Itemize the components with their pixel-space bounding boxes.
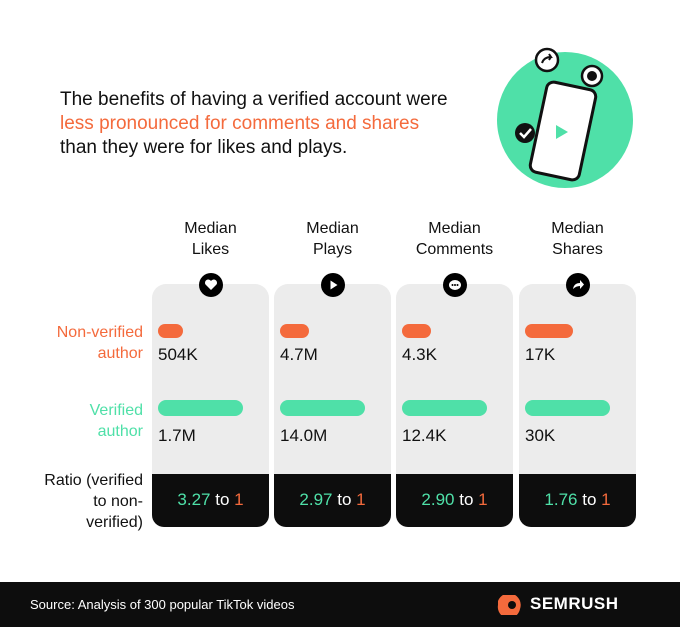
value-label: 4.3K (402, 345, 437, 364)
icon (442, 273, 467, 297)
brand: SEMRUSH (530, 594, 619, 613)
bar (158, 324, 184, 338)
ratio-value: 2.97 (299, 490, 333, 509)
ratio-cell: 2.97 to 1 (274, 474, 391, 527)
ratio-connector: to (215, 490, 230, 509)
title-highlight: less pronounced for comments and shares (60, 113, 420, 134)
ratio-text: 2.90 to 1 (396, 490, 513, 510)
value-label: 17K (525, 345, 556, 364)
ratio-text: 2.97 to 1 (274, 490, 391, 510)
ratio-base: 1 (478, 490, 488, 509)
ratio-value: 2.90 (421, 490, 455, 509)
value-label: 12.4K (402, 426, 447, 445)
icon (320, 273, 345, 297)
brand-logo (497, 595, 521, 615)
ratio-base: 1 (356, 490, 366, 509)
category-label: Median Shares (551, 220, 604, 258)
category-label: Median Plays (306, 220, 359, 258)
card (152, 284, 269, 474)
ratio-connector: to (337, 490, 352, 509)
ratio-base: 1 (234, 490, 244, 509)
ratio-text: 3.27 to 1 (152, 490, 269, 510)
footer: Source: Analysis of 300 popular TikTok v… (0, 582, 680, 627)
illustration (497, 47, 633, 188)
source: Source: Analysis of 300 popular TikTok v… (30, 597, 295, 612)
bar (158, 400, 243, 416)
bar (402, 400, 487, 416)
icon (565, 273, 590, 297)
value-label: 14.0M (280, 426, 328, 445)
bar (525, 400, 610, 416)
icon (198, 273, 223, 297)
ratio-connector: to (459, 490, 474, 509)
ratio-title: Ratio (verified to non-verified) (44, 472, 143, 531)
ratio-value: 1.76 (544, 490, 578, 509)
ratio-base: 1 (601, 490, 611, 509)
ratio-cell: 2.90 to 1 (396, 474, 513, 527)
bar (280, 324, 309, 338)
title: The benefits of having a verified accoun… (60, 88, 448, 160)
ratio-connector: to (582, 490, 597, 509)
value-label: 30K (525, 426, 556, 445)
ratio-cell: 3.27 to 1 (152, 474, 269, 527)
ratio-cell: 1.76 to 1 (519, 474, 636, 527)
card (396, 284, 513, 474)
bar (525, 324, 574, 338)
category-label: Median Likes (184, 220, 237, 258)
legend-label: Verified author (89, 402, 143, 440)
card (274, 284, 391, 474)
ratio-value: 3.27 (177, 490, 211, 509)
value-label: 1.7M (158, 426, 196, 445)
ratio-text: 1.76 to 1 (519, 490, 636, 510)
title-line: than they were for likes and plays. (60, 137, 348, 158)
category-label: Median Comments (415, 220, 494, 258)
title-line: The benefits of having a verified accoun… (60, 89, 448, 110)
card (519, 284, 636, 474)
legend-label: Non-verified author (56, 324, 143, 362)
value-label: 4.7M (280, 345, 318, 364)
bar (280, 400, 365, 416)
value-label: 504K (158, 345, 198, 364)
bar (402, 324, 432, 338)
